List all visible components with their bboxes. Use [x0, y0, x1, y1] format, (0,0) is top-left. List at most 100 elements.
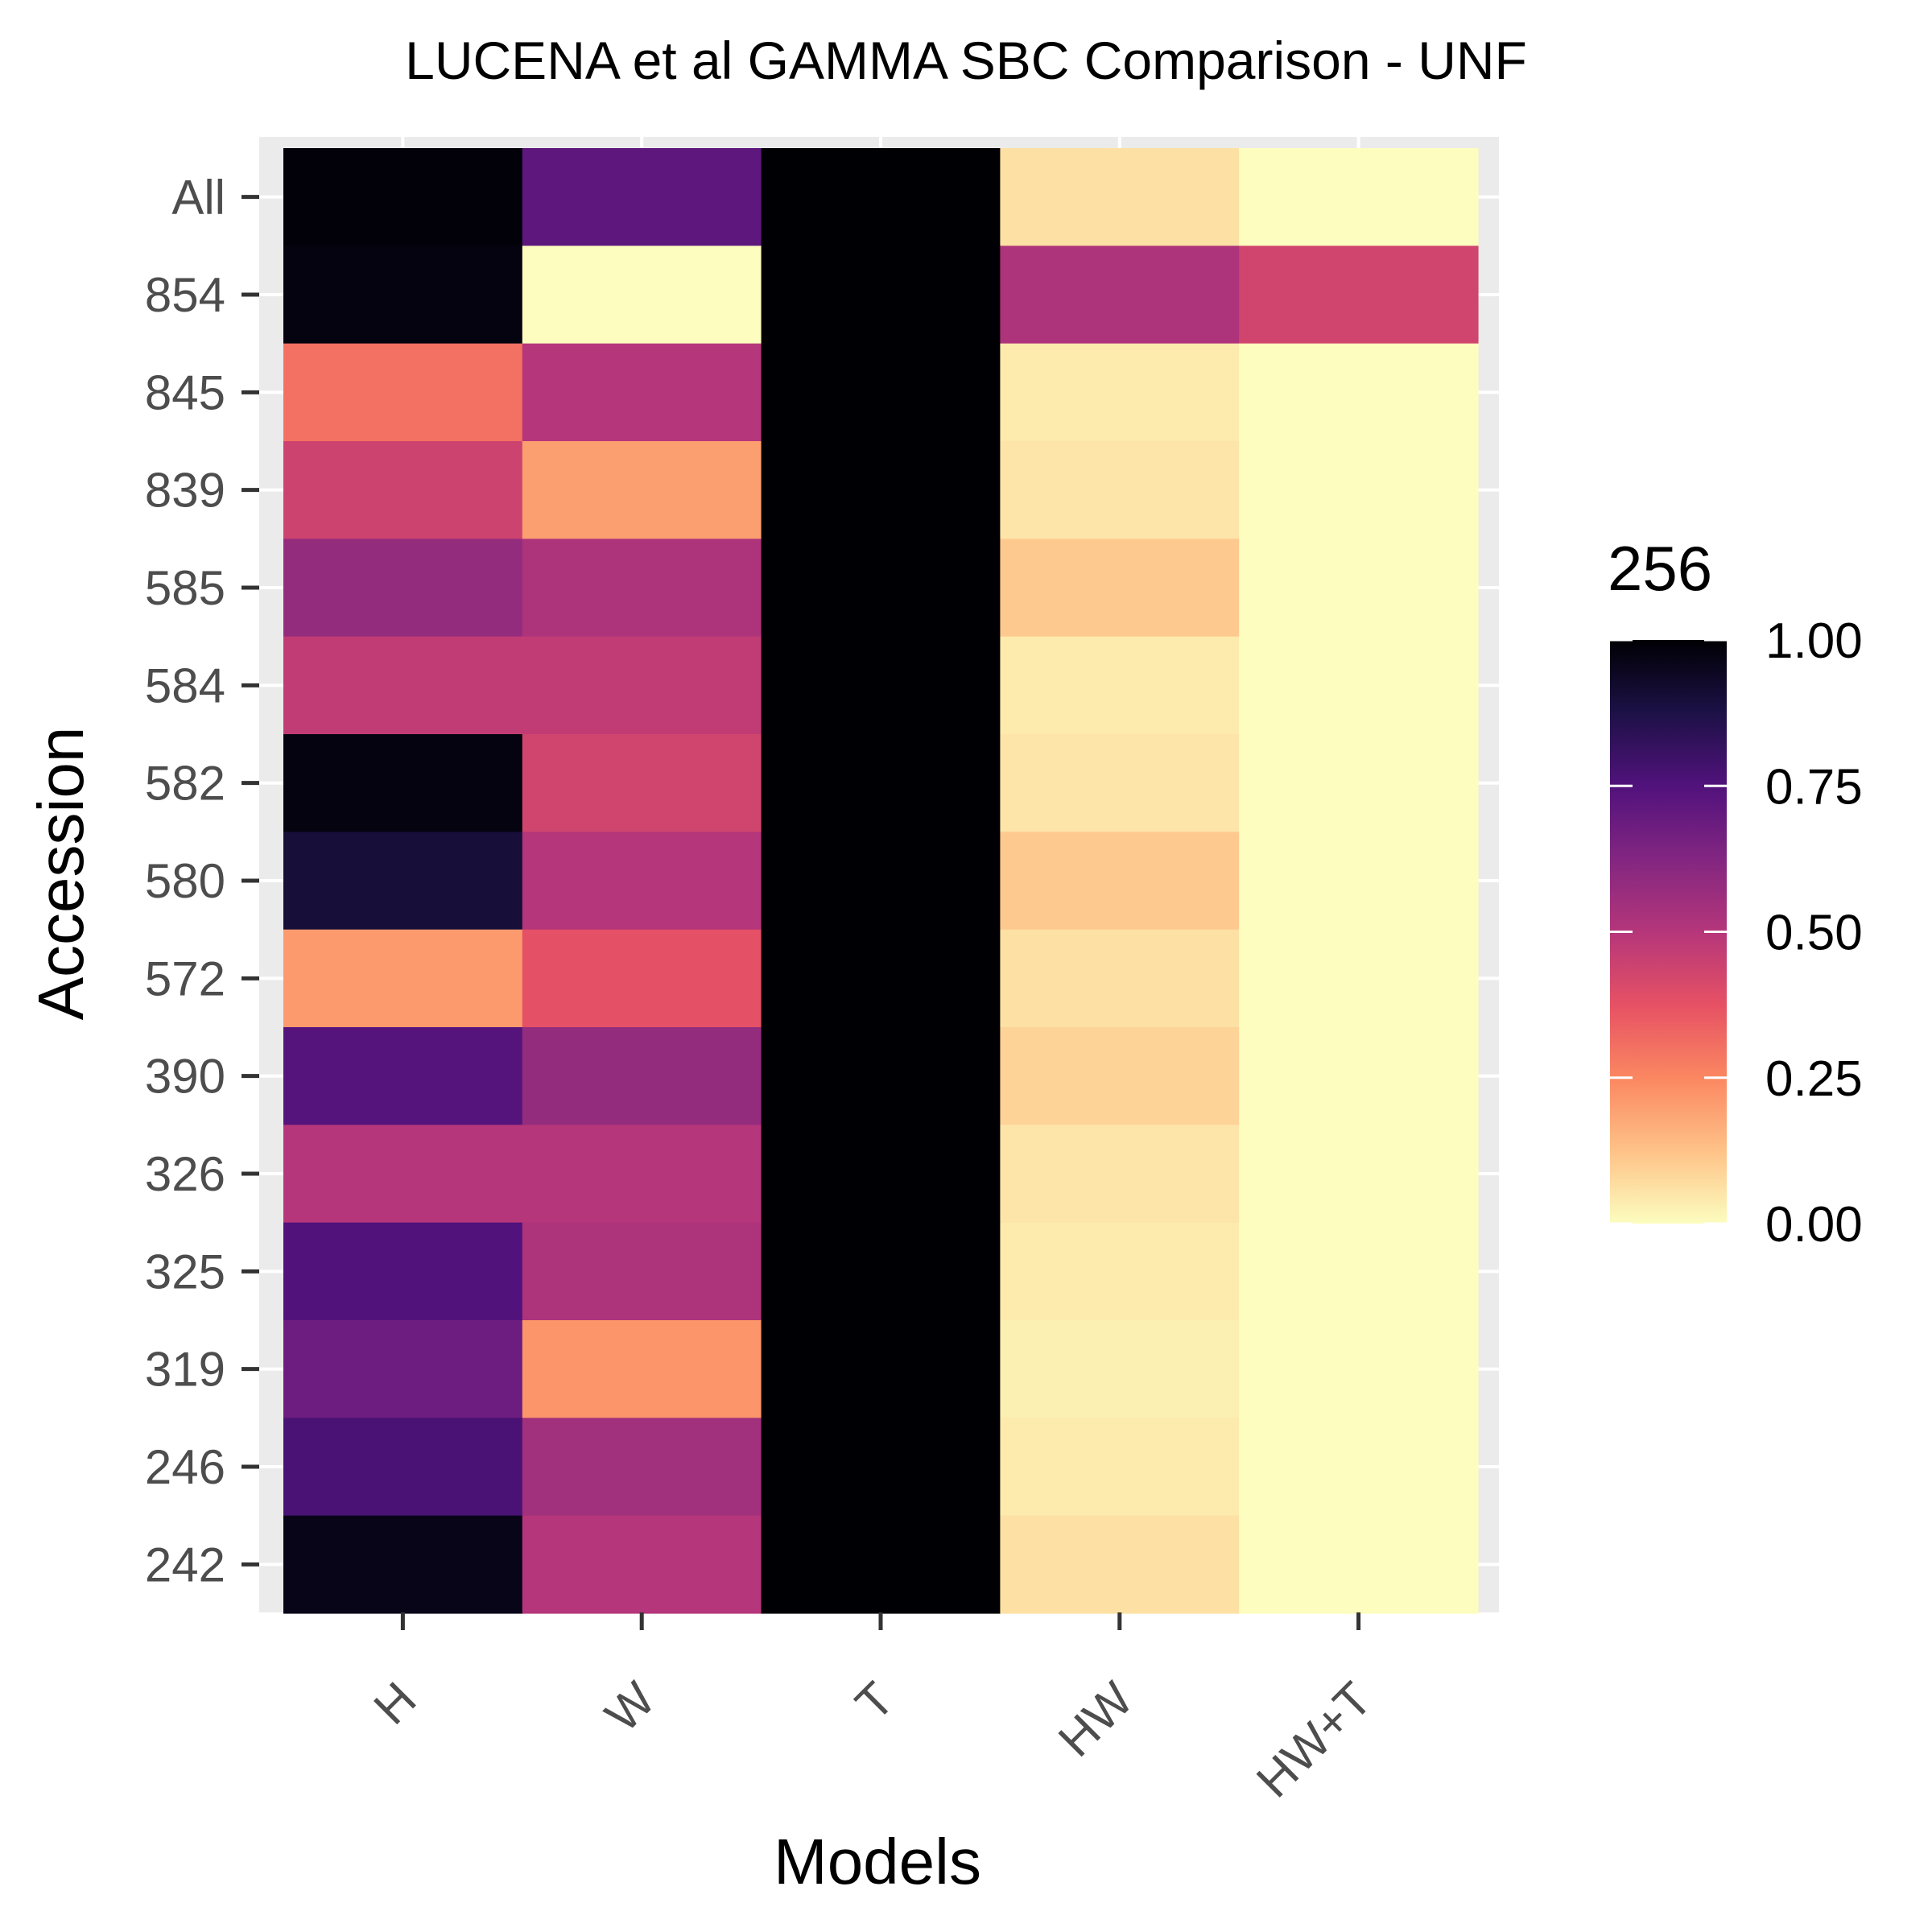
heatmap-cell: [1239, 734, 1479, 832]
y-tick-label: 580: [145, 854, 225, 908]
y-tick-label: 242: [145, 1538, 225, 1591]
heatmap-cell: [283, 1027, 523, 1125]
heatmap-cell: [522, 1320, 762, 1418]
heatmap-cell: [1239, 1222, 1479, 1321]
heatmap-cell: [522, 148, 762, 246]
heatmap-cell: [761, 1125, 1001, 1224]
heatmap-cell: [1000, 636, 1240, 735]
heatmap-cell: [761, 539, 1001, 638]
heatmap-cell: [283, 148, 523, 246]
heatmap-cell: [1000, 1515, 1240, 1614]
legend-tick-label: 0.75: [1765, 759, 1863, 815]
legend-ticks: 1.00 0.75 0.50 0.25 0.00: [1610, 613, 1863, 1253]
heatmap-cell: [283, 441, 523, 539]
heatmap-cell: [761, 1515, 1001, 1614]
heatmap-cell: [761, 441, 1001, 539]
heatmap-cell: [1000, 148, 1240, 246]
heatmap-cell: [522, 343, 762, 442]
heatmap-cell: [1000, 343, 1240, 442]
heatmap-cell: [522, 832, 762, 931]
y-tick-label: 572: [145, 952, 225, 1005]
heatmap-cell: [522, 1027, 762, 1125]
heatmap-cell: [1239, 1418, 1479, 1517]
heatmap-cell: [761, 1027, 1001, 1125]
heatmap-cell: [761, 1222, 1001, 1321]
heatmap-cell: [1000, 1222, 1240, 1321]
x-tick-label: HW+T: [1246, 1672, 1382, 1808]
heatmap-cell: [283, 539, 523, 638]
heatmap-cell: [1239, 832, 1479, 931]
heatmap-cell: [522, 441, 762, 539]
y-tick-label: 246: [145, 1440, 225, 1494]
heatmap-cell: [522, 1515, 762, 1614]
y-tick-label: 584: [145, 658, 225, 712]
heatmap-cell: [761, 832, 1001, 931]
heatmap-cell: [1000, 1027, 1240, 1125]
heatmap-cell: [1239, 246, 1479, 345]
heatmap-cell: [522, 246, 762, 345]
heatmap-cell: [283, 1222, 523, 1321]
heatmap-cell: [522, 1222, 762, 1321]
heatmap-cell: [1000, 1320, 1240, 1418]
heatmap-cell: [283, 929, 523, 1028]
heatmap-cell: [1000, 929, 1240, 1028]
heatmap-cells: [283, 148, 1479, 1614]
heatmap-cell: [761, 1418, 1001, 1517]
heatmap-cell: [522, 1125, 762, 1224]
y-tick-label: 319: [145, 1343, 225, 1397]
y-axis-title: Accession: [25, 727, 97, 1021]
heatmap-cell: [1000, 1418, 1240, 1517]
heatmap-cell: [1000, 832, 1240, 931]
x-axis: H W T HW HW+T: [364, 1612, 1382, 1808]
heatmap-cell: [1239, 1027, 1479, 1125]
heatmap-cell: [1000, 539, 1240, 638]
y-tick-label: 845: [145, 365, 225, 419]
legend-tick-label: 0.50: [1765, 906, 1863, 961]
heatmap-cell: [1239, 148, 1479, 246]
heatmap-cell: [283, 1515, 523, 1614]
legend-tick-label: 0.25: [1765, 1051, 1863, 1107]
chart-title: LUCENA et al GAMMA SBC Comparison - UNF: [405, 31, 1527, 90]
y-tick-label: All: [171, 171, 225, 225]
heatmap-cell: [283, 1320, 523, 1418]
legend-title: 256: [1608, 533, 1712, 604]
y-tick-label: 854: [145, 268, 225, 322]
heatmap-cell: [1000, 734, 1240, 832]
heatmap-cell: [1239, 539, 1479, 638]
heatmap-cell: [1239, 441, 1479, 539]
x-tick-label: T: [845, 1672, 904, 1731]
heatmap-cell: [1239, 1125, 1479, 1224]
heatmap-cell: [761, 246, 1001, 345]
x-tick-label: W: [595, 1672, 666, 1743]
heatmap-cell: [1000, 441, 1240, 539]
heatmap-cell: [522, 1418, 762, 1517]
heatmap-cell: [283, 1125, 523, 1224]
y-tick-label: 325: [145, 1245, 225, 1298]
x-tick-label: H: [364, 1672, 427, 1735]
heatmap-cell: [1239, 1515, 1479, 1614]
heatmap-cell: [761, 929, 1001, 1028]
heatmap-cell: [761, 1320, 1001, 1418]
y-axis: All 854 845 839 585 584 582 580 572 390 326 325 319 2…: [145, 171, 259, 1591]
heatmap-cell: [1239, 1320, 1479, 1418]
legend-tick-label: 1.00: [1765, 613, 1863, 669]
heatmap-cell: [522, 539, 762, 638]
heatmap-cell: [522, 929, 762, 1028]
heatmap-cell: [283, 246, 523, 345]
heatmap-cell: [283, 832, 523, 931]
heatmap-cell: [522, 636, 762, 735]
heatmap-cell: [761, 636, 1001, 735]
heatmap-cell: [283, 636, 523, 735]
legend-tick-label: 0.00: [1765, 1197, 1863, 1253]
heatmap-cell: [522, 734, 762, 832]
heatmap-cell: [761, 343, 1001, 442]
heatmap-cell: [1000, 246, 1240, 345]
color-legend: 256 1.00 0.75 0.50 0.25 0.00: [1608, 533, 1863, 1253]
heatmap-cell: [761, 148, 1001, 246]
y-tick-label: 582: [145, 757, 225, 811]
heatmap-cell: [1239, 929, 1479, 1028]
y-tick-label: 839: [145, 464, 225, 518]
x-tick-label: HW: [1048, 1672, 1143, 1767]
y-tick-label: 326: [145, 1147, 225, 1201]
